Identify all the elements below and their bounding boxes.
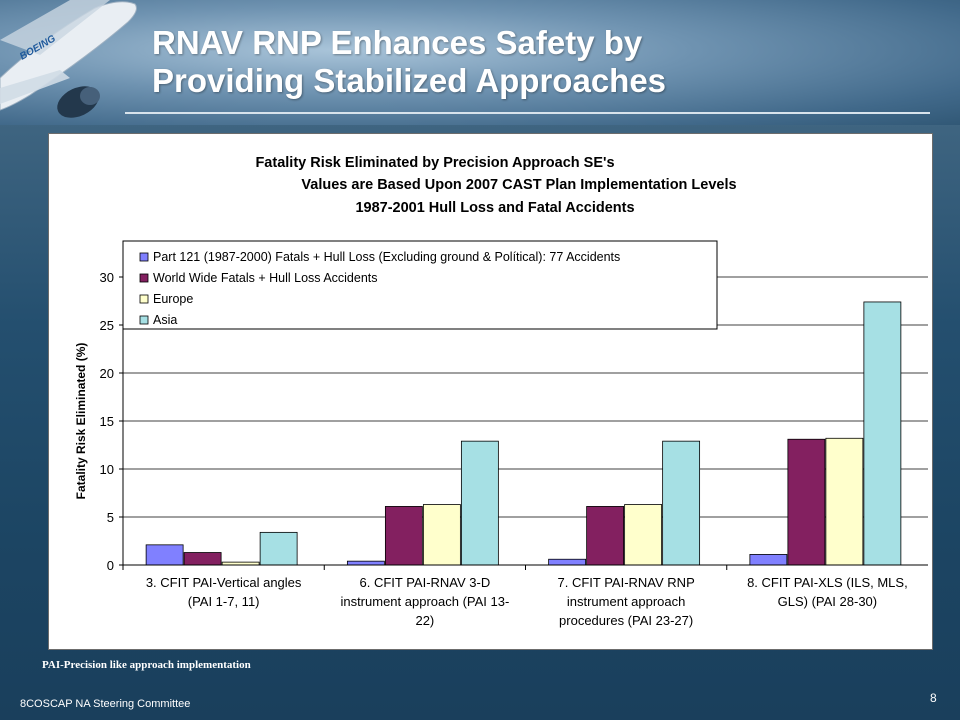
x-tick-label-3-3: procedures (PAI 23-27)	[559, 613, 693, 628]
legend-label-4: Asia	[153, 313, 177, 327]
bar-4-4	[863, 301, 902, 566]
legend-swatch-1	[139, 252, 149, 262]
legend-box	[122, 240, 718, 330]
airplane-icon: BOEING	[0, 0, 137, 118]
bar-3-2	[586, 506, 625, 566]
footer-text: 8COSCAP NA Steering Committee	[20, 698, 191, 710]
x-tick-label-2-1: 6. CFIT PAI-RNAV 3-D	[360, 575, 491, 590]
chart-title-line-2: Values are Based Upon 2007 CAST Plan Imp…	[301, 177, 736, 193]
y-tick-label-15: 15	[100, 414, 114, 429]
x-tick-label-3-2: instrument approach	[567, 594, 686, 609]
y-tick-label-20: 20	[100, 366, 114, 381]
chart-frame: Fatality Risk Eliminated by Precision Ap…	[48, 133, 933, 650]
page-title: RNAV RNP Enhances Safety by Providing St…	[152, 24, 666, 100]
bar-4-1	[749, 554, 788, 566]
bar-2-2	[384, 506, 423, 566]
legend-label-3: Europe	[153, 292, 193, 306]
y-tick-label-0: 0	[107, 558, 114, 573]
y-tick-label-25: 25	[100, 318, 114, 333]
bar-3-1	[548, 558, 587, 566]
title-line-2: Providing Stabilized Approaches	[152, 62, 667, 99]
chart-title-line-1: Fatality Risk Eliminated by Precision Ap…	[255, 155, 614, 171]
x-tick-label-1-2: (PAI 1-7, 11)	[188, 594, 260, 609]
legend-swatch-2	[139, 273, 149, 283]
x-tick-label-1-1: 3. CFIT PAI-Vertical angles	[146, 575, 302, 590]
legend-label-1: Part 121 (1987-2000) Fatals + Hull Loss …	[153, 250, 620, 264]
legend-label-2: World Wide Fatals + Hull Loss Accidents	[153, 271, 378, 285]
bar-1-2	[183, 552, 222, 566]
legend-swatch-3	[139, 294, 149, 304]
bar-2-1	[346, 560, 385, 566]
bar-1-1	[145, 544, 184, 566]
x-tick-label-2-3: 22)	[415, 613, 434, 628]
bar-4-2	[787, 438, 826, 566]
title-line-1: RNAV RNP Enhances Safety by	[152, 24, 643, 61]
bar-3-4	[662, 440, 701, 566]
legend-swatch-4	[139, 315, 149, 325]
footnote: PAI-Precision like approach implementati…	[42, 659, 251, 671]
bar-4-3	[825, 437, 864, 566]
y-tick-label-30: 30	[100, 270, 114, 285]
page-number: 8	[930, 691, 937, 705]
chart-title-line-3: 1987-2001 Hull Loss and Fatal Accidents	[355, 200, 634, 216]
x-tick-label-2-2: instrument approach (PAI 13-	[340, 594, 509, 609]
y-tick-label-10: 10	[100, 462, 114, 477]
y-tick-label-5: 5	[107, 510, 114, 525]
bar-2-4	[460, 440, 499, 566]
bar-1-4	[259, 531, 298, 566]
y-axis-label: Fatality Risk Eliminated (%)	[74, 343, 88, 500]
x-tick-label-3-1: 7. CFIT PAI-RNAV RNP	[558, 575, 695, 590]
bar-chart: Fatality Risk Eliminated by Precision Ap…	[74, 155, 928, 628]
header-band	[0, 0, 960, 125]
x-tick-label-4-1: 8. CFIT PAI-XLS (ILS, MLS,	[747, 575, 908, 590]
bar-2-3	[422, 504, 461, 566]
x-tick-label-4-2: GLS) (PAI 28-30)	[778, 594, 877, 609]
title-divider	[125, 112, 930, 114]
bar-3-3	[624, 504, 663, 566]
